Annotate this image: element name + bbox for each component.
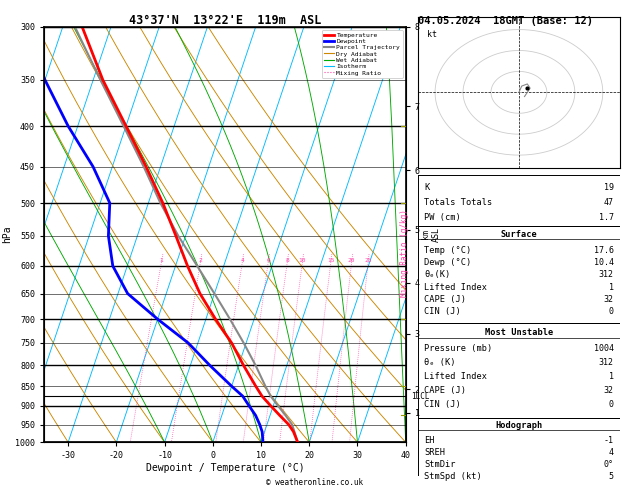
Text: Most Unstable: Most Unstable (485, 328, 553, 337)
Text: Mixing Ratio (g/kg): Mixing Ratio (g/kg) (400, 209, 409, 296)
Text: 312: 312 (599, 271, 613, 279)
Text: 15: 15 (327, 258, 335, 263)
Text: Temp (°C): Temp (°C) (425, 246, 472, 255)
Text: 1: 1 (608, 372, 613, 381)
Text: 04.05.2024  18GMT (Base: 12): 04.05.2024 18GMT (Base: 12) (418, 16, 593, 26)
Text: Hodograph: Hodograph (495, 421, 543, 430)
Text: 5: 5 (608, 472, 613, 481)
Text: 0°: 0° (604, 460, 613, 469)
Text: θₑ (K): θₑ (K) (425, 358, 456, 367)
Text: θₑ(K): θₑ(K) (425, 271, 450, 279)
Text: 6: 6 (266, 258, 270, 263)
Text: 2: 2 (198, 258, 202, 263)
Text: 8: 8 (286, 258, 289, 263)
Legend: Temperature, Dewpoint, Parcel Trajectory, Dry Adiabat, Wet Adiabat, Isotherm, Mi: Temperature, Dewpoint, Parcel Trajectory… (322, 30, 403, 78)
Text: 4: 4 (240, 258, 244, 263)
Text: 32: 32 (604, 295, 613, 304)
Text: EH: EH (425, 436, 435, 445)
Text: Lifted Index: Lifted Index (425, 282, 487, 292)
Title: 43°37'N  13°22'E  119m  ASL: 43°37'N 13°22'E 119m ASL (129, 14, 321, 27)
Text: CAPE (J): CAPE (J) (425, 386, 466, 395)
Text: StmDir: StmDir (425, 460, 456, 469)
Text: Pressure (mb): Pressure (mb) (425, 344, 493, 353)
Text: 20: 20 (348, 258, 355, 263)
Text: 0: 0 (608, 400, 613, 409)
Text: Lifted Index: Lifted Index (425, 372, 487, 381)
Text: 17.6: 17.6 (594, 246, 613, 255)
Text: PW (cm): PW (cm) (425, 213, 461, 222)
Text: K: K (425, 183, 430, 191)
Y-axis label: hPa: hPa (3, 226, 12, 243)
Text: Totals Totals: Totals Totals (425, 198, 493, 207)
Text: CIN (J): CIN (J) (425, 307, 461, 315)
Text: 47: 47 (604, 198, 613, 207)
Text: 312: 312 (599, 358, 613, 367)
Text: 1: 1 (159, 258, 163, 263)
Text: 10.4: 10.4 (594, 259, 613, 267)
Text: -1: -1 (604, 436, 613, 445)
Text: 10: 10 (299, 258, 306, 263)
Text: 1: 1 (608, 282, 613, 292)
X-axis label: Dewpoint / Temperature (°C): Dewpoint / Temperature (°C) (145, 463, 304, 473)
Text: 1004: 1004 (594, 344, 613, 353)
Text: © weatheronline.co.uk: © weatheronline.co.uk (266, 478, 363, 486)
Text: kt: kt (426, 30, 437, 38)
Text: StmSpd (kt): StmSpd (kt) (425, 472, 482, 481)
Text: 1.7: 1.7 (599, 213, 613, 222)
Text: CIN (J): CIN (J) (425, 400, 461, 409)
Y-axis label: km
ASL: km ASL (421, 227, 440, 242)
Text: 32: 32 (604, 386, 613, 395)
Text: SREH: SREH (425, 448, 445, 457)
Text: 1LCL: 1LCL (411, 392, 430, 400)
Text: Dewp (°C): Dewp (°C) (425, 259, 472, 267)
Text: 0: 0 (608, 307, 613, 315)
Text: 4: 4 (608, 448, 613, 457)
Text: Surface: Surface (501, 230, 537, 239)
Text: 25: 25 (364, 258, 372, 263)
Text: CAPE (J): CAPE (J) (425, 295, 466, 304)
Text: 19: 19 (604, 183, 613, 191)
